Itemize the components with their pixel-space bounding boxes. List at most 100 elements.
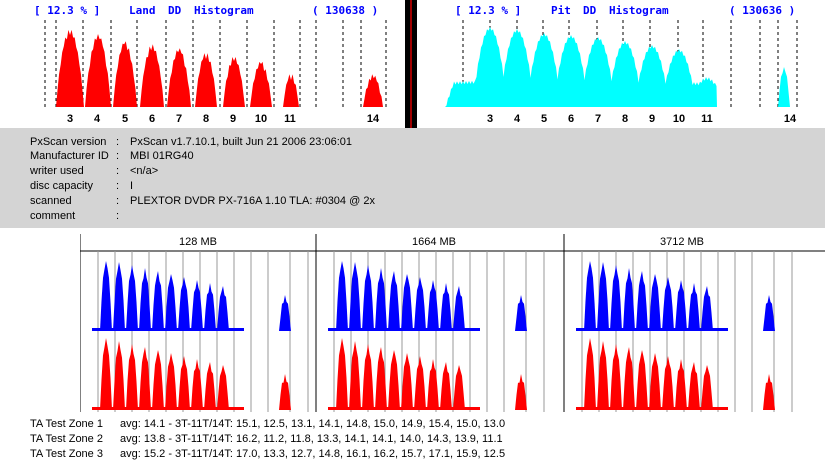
zone-lower-peak [204, 362, 216, 410]
zone-lower-peak [649, 353, 661, 410]
info-row-capacity: disc capacity: I [30, 180, 133, 195]
land-histogram-peak [85, 34, 111, 107]
land-histogram-panel: 3 4 5 6 7 8 9 10 11 14 [ 12.3 % ] Land DD Histogr… [0, 0, 405, 128]
zone-upper-peak [113, 262, 125, 331]
zone-lower-peak [427, 359, 439, 410]
zone-upper-baseline [576, 328, 728, 331]
ta-result-row: TA Test Zone 3 avg: 15.2 - 3T-11T/14T: 17… [30, 448, 505, 462]
pit-tick-label: 3 [487, 113, 493, 125]
zone-upper-peak [126, 265, 138, 331]
land-tick-label: 14 [367, 113, 380, 125]
ta-zone-values: avg: 13.8 - 3T-11T/14T: 16.2, 11.2, 11.8… [120, 433, 503, 445]
zone-label-3: 3712 MB [659, 236, 705, 248]
info-value: MBI 01RG40 [130, 150, 194, 162]
pit-count-label: ( 130636 ) [729, 4, 796, 17]
pit-tick-label: 4 [514, 113, 521, 125]
ta-zone-values: avg: 15.2 - 3T-11T/14T: 17.0, 13.3, 12.7… [120, 448, 506, 460]
zone-lower-peak [763, 374, 775, 410]
land-histogram-peak [140, 44, 164, 107]
zone-upper-peak [152, 271, 164, 331]
zone-lower-peak [623, 347, 635, 410]
zone-upper-peak [349, 262, 361, 331]
land-tick-label: 5 [122, 113, 128, 125]
info-row-version: PxScan version: PxScan v1.7.10.1, built J… [30, 136, 352, 151]
ta-result-row: TA Test Zone 1 avg: 14.1 - 3T-11T/14T: 15… [30, 418, 505, 432]
zone-lower-peak [401, 353, 413, 410]
ta-zones-chart [80, 234, 825, 412]
land-histogram-peak [195, 53, 217, 107]
zone-lower-peak [610, 344, 622, 410]
info-separator: : [116, 136, 120, 148]
pit-tick-label: 7 [595, 113, 601, 125]
zone-upper-peak [375, 268, 387, 331]
zone-upper-peak [597, 262, 609, 331]
zone-upper-peak [427, 280, 439, 331]
zone-lower-peak [349, 341, 361, 410]
pit-tick-label: 10 [673, 113, 685, 125]
zone-lower-peak [597, 341, 609, 410]
pit-tick-label: 14 [784, 113, 797, 125]
land-tick-label: 11 [284, 113, 296, 125]
zone-lower-peak [100, 338, 112, 410]
land-kind-label: Land [129, 4, 156, 17]
land-tick-label: 10 [255, 113, 267, 125]
info-key: disc capacity [30, 180, 93, 192]
info-key: PxScan version [30, 136, 107, 148]
info-value: PLEXTOR DVDR PX-716A 1.10 TLA: #0304 @ 2… [130, 195, 375, 207]
info-separator: : [116, 195, 120, 207]
land-tick-label: 9 [230, 113, 236, 125]
info-key: comment [30, 210, 76, 222]
pit-histogram-panel: 3 4 5 6 7 8 9 10 11 14 [ 12.3 % ] Pit DD Histogra… [417, 0, 825, 128]
land-histogram-label: Histogram [194, 4, 254, 17]
zone-upper-peak [100, 261, 112, 331]
zone-upper-baseline [328, 328, 480, 331]
zone-lower-peak [178, 356, 190, 410]
zone-lower-peak [113, 341, 125, 410]
zone-upper-peak [662, 277, 674, 331]
zone-upper-peak [610, 265, 622, 331]
info-value: I [130, 180, 134, 192]
zone-lower-peak [191, 359, 203, 410]
zone-lower-baseline [328, 407, 480, 410]
zone-label-2: 1664 MB [411, 236, 457, 248]
land-tick-label: 3 [67, 113, 73, 125]
zone-lower-peak [414, 356, 426, 410]
info-value: PxScan v1.7.10.1, built Jun 21 2006 23:0… [130, 136, 352, 148]
zone-lower-peak [675, 359, 687, 410]
pit-dd-label: DD [583, 4, 597, 17]
ta-zone-values: avg: 14.1 - 3T-11T/14T: 15.1, 12.5, 13.1… [120, 418, 506, 430]
land-tick-label: 8 [203, 113, 209, 125]
pit-tick-label: 8 [622, 113, 628, 125]
zone-upper-peak [763, 295, 775, 331]
land-tick-label: 6 [149, 113, 155, 125]
zone-lower-baseline [576, 407, 728, 410]
zone-upper-peak [362, 265, 374, 331]
info-key: Manufacturer ID [30, 150, 109, 162]
info-row-writer: writer used: <n/a> [30, 165, 158, 180]
info-value: <n/a> [130, 165, 159, 177]
land-histogram-peak [363, 74, 383, 107]
land-tick-label: 7 [176, 113, 182, 125]
zone-lower-peak [662, 356, 674, 410]
info-key: writer used [30, 165, 84, 177]
land-histogram-peak [113, 41, 137, 107]
zone-lower-peak [701, 365, 713, 410]
pit-percent-label: [ 12.3 % ] [455, 4, 522, 17]
zone-upper-peak [336, 261, 348, 331]
pit-tick-label: 9 [649, 113, 655, 125]
zone-lower-peak [217, 365, 229, 410]
land-tick-label: 4 [94, 113, 101, 125]
ta-zone-name: TA Test Zone 3 [30, 448, 103, 460]
zone-lower-peak [336, 338, 348, 410]
ta-zone-name: TA Test Zone 1 [30, 418, 103, 430]
info-row-scanned: scanned: PLEXTOR DVDR PX-716A 1.10 TLA: #… [30, 195, 375, 210]
zone-upper-baseline [92, 328, 244, 331]
zone-upper-peak [204, 283, 216, 331]
zone-upper-peak [165, 274, 177, 331]
land-histogram-peak [223, 57, 245, 107]
zone-lower-peak [440, 362, 452, 410]
land-count-label: ( 130638 ) [312, 4, 379, 17]
scan-info-panel: PxScan version: PxScan v1.7.10.1, built J… [0, 128, 825, 228]
zone-upper-peak [688, 283, 700, 331]
zone-upper-peak [388, 271, 400, 331]
